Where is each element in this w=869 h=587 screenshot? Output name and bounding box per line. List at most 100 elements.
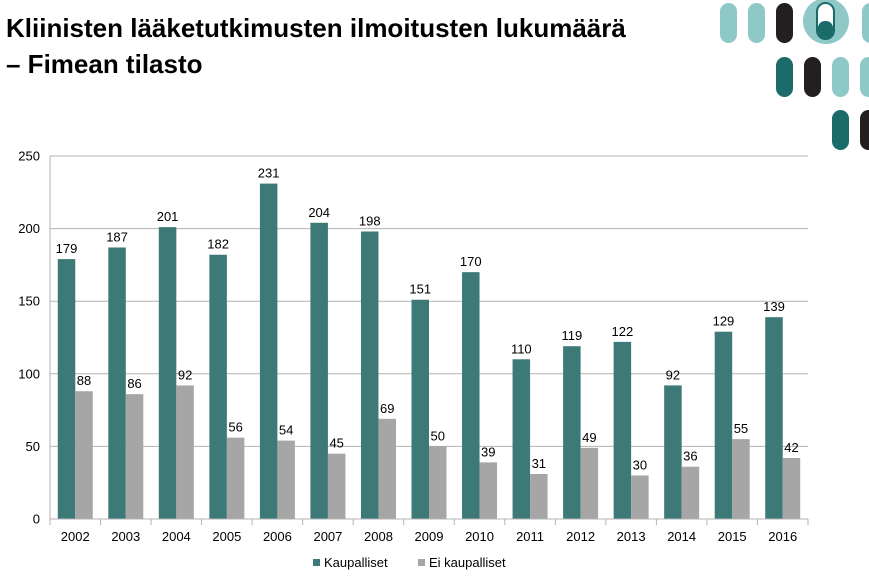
data-label: 179 — [56, 241, 78, 256]
data-label: 182 — [207, 237, 229, 252]
x-tick-label: 2010 — [465, 529, 494, 544]
data-label: 231 — [258, 166, 280, 181]
bar-ei-kaupalliset — [429, 446, 447, 519]
data-label: 86 — [127, 376, 141, 391]
page-title: Kliinisten lääketutkimusten ilmoitusten … — [6, 10, 726, 82]
bar-kaupalliset — [259, 183, 278, 519]
x-tick-label: 2008 — [364, 529, 393, 544]
bar-kaupalliset — [158, 227, 177, 519]
data-label: 49 — [582, 430, 596, 445]
logo-pill — [776, 57, 793, 97]
data-label: 204 — [308, 205, 330, 220]
x-tick-label: 2007 — [313, 529, 342, 544]
data-label: 198 — [359, 214, 381, 229]
bar-kaupalliset — [209, 254, 227, 519]
bar-kaupalliset — [613, 341, 632, 519]
bar-ei-kaupalliset — [327, 453, 346, 519]
legend-label: Kaupalliset — [324, 555, 388, 570]
x-tick-label: 2015 — [718, 529, 747, 544]
bar-ei-kaupalliset — [782, 458, 801, 519]
data-label: 170 — [460, 254, 482, 269]
bar-kaupalliset — [714, 331, 733, 519]
title-line-1: Kliinisten lääketutkimusten ilmoitusten … — [6, 13, 626, 43]
bar-ei-kaupalliset — [176, 385, 194, 519]
bar-ei-kaupalliset — [732, 439, 750, 519]
data-label: 30 — [633, 457, 647, 472]
x-tick-label: 2006 — [263, 529, 292, 544]
legend-swatch — [418, 559, 425, 566]
y-tick-label: 100 — [18, 366, 40, 381]
bar-kaupalliset — [310, 222, 328, 520]
bar-kaupalliset — [765, 317, 783, 519]
bar-ei-kaupalliset — [125, 394, 144, 519]
legend-label: Ei kaupalliset — [429, 555, 506, 570]
logo-pill — [720, 3, 737, 43]
data-label: 92 — [178, 367, 192, 382]
data-label: 119 — [561, 328, 582, 343]
logo-pill — [860, 57, 869, 97]
bar-ei-kaupalliset — [631, 475, 649, 519]
logo-pill — [748, 3, 765, 43]
bar-ei-kaupalliset — [378, 418, 396, 519]
bar-kaupalliset — [664, 385, 682, 519]
bar-ei-kaupalliset — [75, 391, 93, 519]
y-tick-label: 250 — [18, 149, 40, 164]
bar-kaupalliset — [462, 272, 480, 519]
data-label: 39 — [481, 444, 495, 459]
logo-pill — [776, 3, 793, 43]
data-label: 110 — [511, 341, 532, 356]
bar-ei-kaupalliset — [580, 447, 599, 519]
data-label: 201 — [157, 209, 179, 224]
data-label: 45 — [329, 436, 343, 451]
data-label: 88 — [77, 373, 91, 388]
logo-pill — [862, 3, 869, 43]
x-tick-label: 2009 — [415, 529, 444, 544]
data-label: 50 — [431, 428, 445, 443]
x-tick-label: 2014 — [667, 529, 696, 544]
data-label: 56 — [228, 420, 242, 435]
data-label: 31 — [532, 456, 546, 471]
bar-ei-kaupalliset — [479, 462, 498, 519]
bar-kaupalliset — [57, 259, 76, 519]
logo-pill — [832, 57, 849, 97]
bar-ei-kaupalliset — [681, 466, 700, 519]
x-tick-label: 2002 — [61, 529, 90, 544]
data-label: 36 — [683, 449, 697, 464]
bar-kaupalliset — [563, 346, 581, 519]
bar-kaupalliset — [512, 359, 531, 519]
bar-ei-kaupalliset — [226, 437, 245, 519]
y-tick-label: 0 — [33, 512, 40, 527]
data-label: 151 — [409, 282, 431, 297]
data-label: 139 — [763, 299, 785, 314]
data-label: 129 — [713, 314, 735, 329]
data-label: 55 — [734, 421, 748, 436]
x-tick-label: 2013 — [617, 529, 646, 544]
data-label: 42 — [784, 440, 798, 455]
y-tick-label: 50 — [26, 439, 40, 454]
logo-capsule-half — [818, 21, 833, 38]
bar-kaupalliset — [360, 231, 379, 519]
x-tick-label: 2011 — [516, 529, 544, 544]
title-line-2: – Fimean tilasto — [6, 49, 203, 79]
logo-pill — [832, 110, 849, 150]
bar-ei-kaupalliset — [530, 473, 548, 519]
data-label: 122 — [612, 324, 634, 339]
logo-pill — [804, 57, 821, 97]
x-tick-label: 2005 — [212, 529, 241, 544]
bar-ei-kaupalliset — [277, 440, 295, 519]
x-tick-label: 2012 — [566, 529, 595, 544]
x-tick-label: 2003 — [111, 529, 140, 544]
bar-kaupalliset — [108, 247, 126, 519]
legend-swatch — [313, 559, 320, 566]
y-tick-label: 200 — [18, 221, 40, 236]
fimea-logo — [720, 0, 869, 150]
logo-pill — [860, 110, 869, 150]
data-label: 187 — [106, 229, 128, 244]
data-label: 92 — [666, 367, 680, 382]
bar-kaupalliset — [411, 299, 429, 519]
data-label: 54 — [279, 423, 293, 438]
y-tick-label: 150 — [18, 294, 40, 309]
data-label: 69 — [380, 401, 394, 416]
x-tick-label: 2016 — [768, 529, 797, 544]
